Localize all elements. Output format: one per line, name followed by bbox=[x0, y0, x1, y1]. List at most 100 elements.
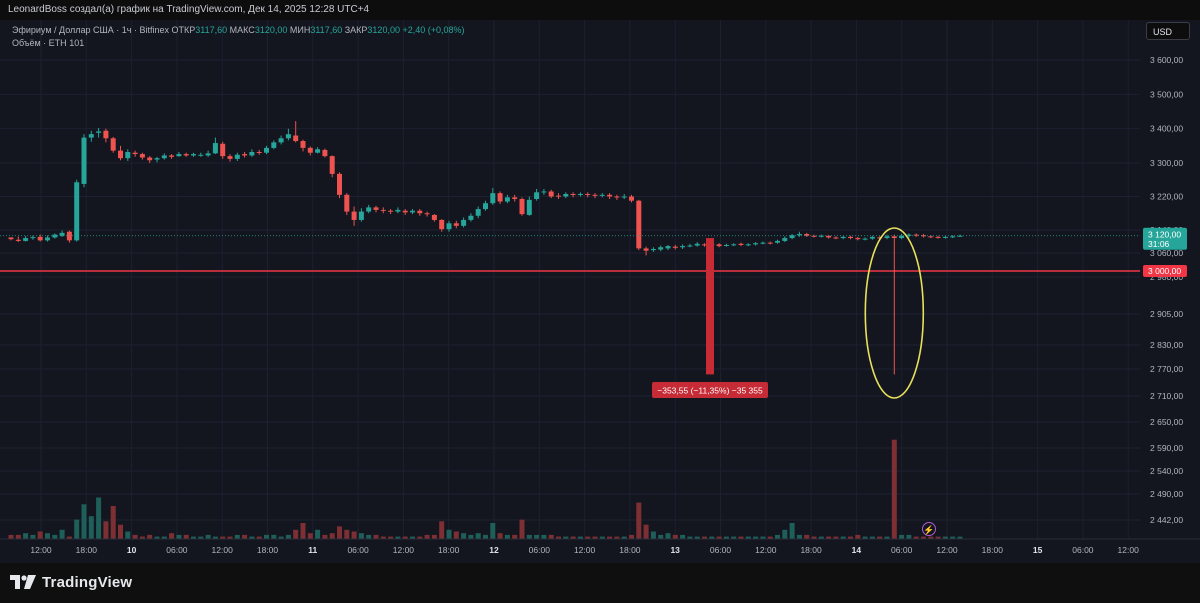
volume-bar bbox=[702, 536, 707, 540]
flash-icon[interactable]: ⚡ bbox=[922, 522, 936, 536]
candle-body bbox=[395, 209, 401, 212]
candle-body bbox=[431, 214, 437, 220]
time-tick-label: 06:00 bbox=[1072, 545, 1094, 555]
candle-body bbox=[417, 210, 423, 214]
candle-body bbox=[760, 242, 766, 244]
volume-bar bbox=[855, 534, 861, 540]
candle-body bbox=[490, 193, 496, 204]
volume-bar bbox=[629, 534, 634, 540]
candle-body bbox=[855, 238, 861, 240]
candle-body bbox=[468, 215, 474, 220]
volume-bar bbox=[512, 534, 518, 540]
candle-body bbox=[147, 157, 153, 161]
time-tick-label: 18:00 bbox=[619, 545, 641, 555]
volume-bar bbox=[264, 534, 269, 540]
volume-bar bbox=[132, 534, 138, 540]
volume-bar bbox=[650, 531, 656, 540]
time-tick-label: 12:00 bbox=[30, 545, 52, 555]
volume-bar bbox=[877, 536, 883, 540]
volume-bar bbox=[315, 529, 321, 540]
candle-body bbox=[753, 243, 759, 245]
volume-bar bbox=[942, 536, 948, 540]
candle-body bbox=[366, 207, 372, 212]
volume-bar bbox=[453, 531, 459, 540]
price-tick-label: 3 600,00 bbox=[1150, 55, 1183, 65]
candle-body bbox=[198, 154, 204, 156]
time-tick-label: 14 bbox=[852, 545, 862, 555]
volume-bar bbox=[913, 536, 919, 540]
volume-bar bbox=[118, 524, 123, 540]
price-tick-label: 3 500,00 bbox=[1150, 89, 1183, 99]
candle-body bbox=[402, 210, 408, 213]
candle-series bbox=[8, 121, 963, 375]
volume-series bbox=[8, 439, 963, 540]
volume-bar bbox=[198, 536, 204, 540]
candle-body bbox=[848, 236, 853, 239]
volume-bar bbox=[461, 533, 467, 540]
candle-body bbox=[526, 199, 532, 215]
candle-body bbox=[59, 232, 65, 236]
candle-body bbox=[818, 235, 824, 237]
volume-bar bbox=[66, 536, 72, 540]
volume-bar bbox=[884, 536, 890, 540]
measure-tool[interactable]: −353,55 (−11,35%) −35 355 bbox=[652, 238, 768, 398]
volume-bar bbox=[424, 534, 430, 540]
price-tick-label: 3 300,00 bbox=[1150, 158, 1183, 168]
time-tick-label: 12:00 bbox=[212, 545, 234, 555]
volume-bar bbox=[738, 536, 744, 540]
time-tick-label: 06:00 bbox=[529, 545, 551, 555]
candle-body bbox=[687, 245, 693, 247]
time-tick-label: 12:00 bbox=[1118, 545, 1140, 555]
time-tick-label: 06:00 bbox=[166, 545, 188, 555]
highlight-ellipse[interactable] bbox=[864, 227, 925, 399]
time-tick-label: 11 bbox=[308, 545, 317, 555]
candle-body bbox=[680, 246, 686, 248]
candle-body bbox=[512, 197, 518, 200]
candle-body bbox=[388, 210, 394, 212]
candle-body bbox=[804, 234, 810, 236]
candle-body bbox=[337, 173, 342, 195]
volume-bar bbox=[862, 536, 868, 540]
time-tick-label: 10 bbox=[127, 545, 137, 555]
volume-bar bbox=[446, 529, 452, 540]
time-tick-label: 13 bbox=[670, 545, 680, 555]
volume-bar bbox=[782, 529, 788, 540]
volume-bar bbox=[205, 534, 211, 540]
candle-body bbox=[519, 199, 525, 215]
candle-body bbox=[329, 156, 335, 174]
time-tick-label: 06:00 bbox=[891, 545, 913, 555]
measure-label-bg bbox=[652, 382, 768, 398]
candle-body bbox=[950, 236, 956, 238]
tradingview-logo[interactable]: TradingView bbox=[10, 572, 132, 592]
candle-body bbox=[154, 158, 160, 160]
volume-bar bbox=[789, 523, 795, 540]
volume-bar bbox=[745, 536, 751, 540]
candle-body bbox=[461, 219, 467, 226]
close-label: ЗАКР bbox=[344, 25, 368, 35]
volume-bar bbox=[541, 534, 547, 540]
chart-svg[interactable]: −353,55 (−11,35%) −35 355 3 600,00 3 500,… bbox=[0, 20, 1200, 563]
volume-bar bbox=[950, 536, 956, 540]
volume-bar bbox=[183, 534, 189, 540]
price-tick-label: 2 490,00 bbox=[1150, 489, 1183, 499]
top-bar: LeonardBoss создал(а) график на TradingV… bbox=[0, 0, 1200, 20]
price-tick-label: 2 540,00 bbox=[1150, 466, 1183, 476]
volume-bar bbox=[818, 536, 824, 540]
candle-body bbox=[74, 182, 80, 241]
chart-area[interactable] bbox=[0, 20, 1200, 563]
volume-bar bbox=[154, 536, 160, 540]
time-tick-label: 06:00 bbox=[347, 545, 369, 555]
time-tick-label: 12:00 bbox=[936, 545, 958, 555]
volume-bar bbox=[8, 534, 14, 540]
candle-body bbox=[862, 238, 868, 240]
time-axis: 12:00 18:00 10 06:00 12:00 18:00 11 06:00 12:00 1… bbox=[0, 538, 1200, 563]
volume-bar bbox=[753, 536, 759, 540]
volume-bar bbox=[344, 529, 350, 540]
volume-bar bbox=[176, 534, 182, 540]
volume-bar bbox=[716, 536, 722, 540]
time-axis-bg bbox=[0, 539, 1200, 563]
candle-body bbox=[585, 193, 591, 195]
candle-body bbox=[139, 154, 145, 158]
volume-bar bbox=[935, 536, 941, 540]
currency-button[interactable]: USD bbox=[1146, 22, 1190, 40]
